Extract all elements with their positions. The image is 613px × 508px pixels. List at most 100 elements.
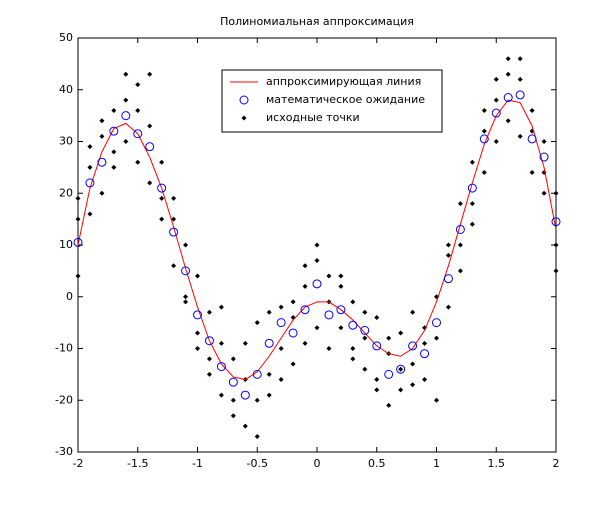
data-point	[410, 361, 416, 367]
mean-marker	[455, 224, 465, 234]
data-point	[230, 356, 236, 362]
data-point	[374, 314, 380, 320]
data-point	[195, 330, 200, 336]
data-point	[123, 97, 129, 103]
x-tick-label: 1	[433, 457, 440, 470]
mean-marker	[204, 336, 214, 346]
data-point	[171, 216, 177, 222]
data-point	[302, 283, 308, 289]
mean-marker	[73, 237, 83, 247]
data-point	[445, 304, 451, 310]
legend-label: исходные точки	[266, 111, 360, 124]
data-point	[99, 118, 105, 124]
data-point	[445, 252, 451, 258]
data-point	[278, 304, 284, 310]
mean-marker	[479, 134, 489, 144]
data-point	[517, 76, 523, 82]
mean-marker	[336, 305, 346, 315]
data-point	[386, 335, 392, 341]
data-point	[278, 346, 284, 351]
data-point	[266, 371, 272, 377]
data-point	[206, 371, 212, 377]
legend-circle	[239, 95, 249, 105]
data-point	[398, 387, 404, 393]
data-point	[469, 159, 475, 165]
data-point	[195, 273, 200, 279]
mean-marker	[288, 328, 298, 338]
mean-marker	[396, 364, 406, 374]
data-point	[457, 268, 463, 274]
data-point	[218, 304, 224, 310]
legend-label: аппроксимирующая линия	[266, 75, 421, 88]
mean-marker	[145, 142, 155, 152]
data-point	[218, 392, 224, 398]
mean-marker	[121, 111, 131, 121]
x-tick-label: 0.5	[368, 457, 386, 470]
data-point	[123, 139, 129, 144]
mean-marker	[432, 318, 441, 328]
data-point	[266, 309, 272, 315]
data-point	[541, 190, 547, 196]
y-tick-label: 20	[59, 186, 73, 199]
data-point	[314, 242, 320, 248]
legend-label: математическое ожидание	[266, 93, 425, 106]
data-point	[75, 216, 81, 222]
y-tick-label: 30	[59, 135, 73, 148]
data-point	[290, 299, 296, 305]
data-point	[183, 299, 189, 305]
data-point	[517, 133, 523, 139]
data-point	[254, 433, 260, 439]
data-point	[195, 346, 200, 351]
data-point	[362, 366, 368, 372]
data-point	[159, 216, 165, 222]
mean-marker	[193, 310, 202, 320]
x-tick-label: -1	[192, 457, 203, 470]
data-point	[493, 139, 499, 144]
data-point	[183, 242, 189, 248]
mean-marker	[276, 318, 286, 328]
mean-marker	[240, 390, 250, 400]
data-point	[75, 195, 81, 201]
mean-marker	[85, 178, 95, 188]
data-point	[505, 56, 511, 62]
data-point	[171, 263, 177, 269]
data-point	[242, 423, 248, 429]
mean-marker	[491, 108, 501, 118]
x-tick-label: -2	[73, 457, 84, 470]
mean-marker	[264, 338, 274, 348]
x-tick-label: -1.5	[127, 457, 148, 470]
data-point	[123, 71, 129, 77]
data-point	[493, 76, 499, 82]
y-tick-label: -20	[55, 393, 73, 406]
data-point	[314, 325, 320, 331]
mean-marker	[360, 325, 370, 335]
data-point	[362, 335, 368, 341]
chart-title: Полиномиальная аппроксимация	[220, 15, 414, 28]
data-point	[493, 97, 499, 103]
y-tick-label: 10	[59, 238, 73, 251]
data-point	[410, 309, 416, 315]
mean-marker	[551, 217, 561, 227]
x-tick-label: 1.5	[488, 457, 506, 470]
data-point	[230, 413, 236, 419]
data-point	[87, 164, 93, 170]
data-point	[410, 382, 416, 388]
mean-marker	[312, 279, 322, 289]
data-point	[457, 201, 463, 207]
data-point	[135, 107, 141, 113]
data-point	[445, 242, 451, 248]
y-tick-label: -10	[55, 342, 73, 355]
data-point	[338, 325, 344, 331]
data-point	[266, 392, 272, 398]
data-point	[111, 164, 117, 170]
mean-marker	[169, 227, 179, 237]
data-point	[326, 273, 332, 279]
data-point	[254, 320, 260, 326]
mean-marker	[408, 341, 418, 351]
data-point	[111, 149, 117, 155]
data-point	[350, 346, 356, 351]
mean-marker	[503, 93, 513, 103]
x-tick-label: -0.5	[247, 457, 268, 470]
mean-marker	[515, 90, 525, 100]
